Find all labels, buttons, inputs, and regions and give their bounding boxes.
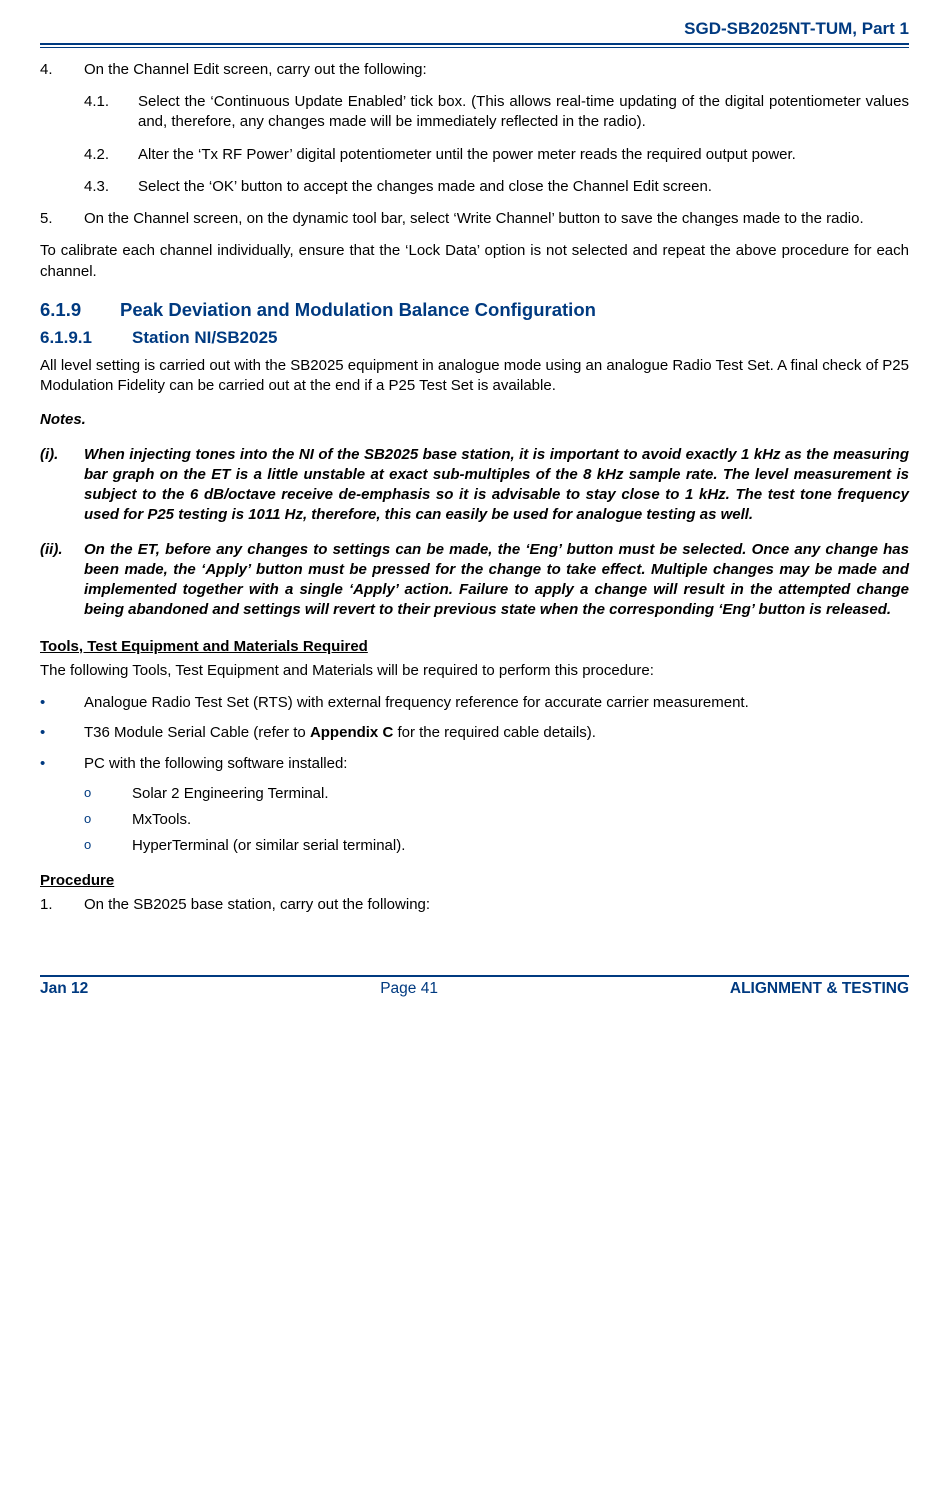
note-num: (i). <box>40 445 84 526</box>
list-num: 5. <box>40 209 84 229</box>
sub-list-item: 4.3. Select the ‘OK’ button to accept th… <box>84 177 909 197</box>
list-body: Alter the ‘Tx RF Power’ digital potentio… <box>138 145 909 165</box>
procedure-heading: Procedure <box>40 871 909 891</box>
bullet-bold: Appendix C <box>310 724 393 741</box>
circle-icon: o <box>84 810 132 830</box>
list-item: 1. On the SB2025 base station, carry out… <box>40 895 909 915</box>
list-item: 4. On the Channel Edit screen, carry out… <box>40 60 909 80</box>
list-body: On the SB2025 base station, carry out th… <box>84 895 909 915</box>
bullet-body: T36 Module Serial Cable (refer to Append… <box>84 723 909 743</box>
sub-bullet-body: HyperTerminal (or similar serial termina… <box>132 836 909 856</box>
sub-list-item: 4.1. Select the ‘Continuous Update Enabl… <box>84 92 909 133</box>
heading-num: 6.1.9.1 <box>40 327 132 350</box>
circle-icon: o <box>84 784 132 804</box>
sub-bullet-item: o Solar 2 Engineering Terminal. <box>84 784 909 804</box>
list-item: 5. On the Channel screen, on the dynamic… <box>40 209 909 229</box>
bullet-post: for the required cable details). <box>393 724 596 741</box>
bullet-icon: • <box>40 693 84 713</box>
tools-heading: Tools, Test Equipment and Materials Requ… <box>40 637 909 657</box>
bullet-item: • T36 Module Serial Cable (refer to Appe… <box>40 723 909 743</box>
heading-title: Peak Deviation and Modulation Balance Co… <box>120 299 596 320</box>
sub-list-item: 4.2. Alter the ‘Tx RF Power’ digital pot… <box>84 145 909 165</box>
list-num: 4.1. <box>84 92 138 133</box>
footer-rule <box>40 975 909 977</box>
list-body: On the Channel screen, on the dynamic to… <box>84 209 909 229</box>
bullet-pre: T36 Module Serial Cable (refer to <box>84 724 310 741</box>
note-body: When injecting tones into the NI of the … <box>84 445 909 526</box>
bullet-body: Analogue Radio Test Set (RTS) with exter… <box>84 693 909 713</box>
bullet-icon: • <box>40 723 84 743</box>
sub-bullet-body: Solar 2 Engineering Terminal. <box>132 784 909 804</box>
page: SGD-SB2025NT-TUM, Part 1 4. On the Chann… <box>0 0 949 1020</box>
footer-date: Jan 12 <box>40 979 88 1000</box>
note-item: (i). When injecting tones into the NI of… <box>40 445 909 526</box>
bullet-icon: • <box>40 754 84 774</box>
bullet-item: • Analogue Radio Test Set (RTS) with ext… <box>40 693 909 713</box>
sub-bullet-body: MxTools. <box>132 810 909 830</box>
list-body: Select the ‘Continuous Update Enabled’ t… <box>138 92 909 133</box>
footer-page: Page 41 <box>88 979 730 1000</box>
footer: Jan 12 Page 41 ALIGNMENT & TESTING <box>40 979 909 1010</box>
bullet-body: PC with the following software installed… <box>84 754 909 774</box>
paragraph: The following Tools, Test Equipment and … <box>40 661 909 681</box>
paragraph: All level setting is carried out with th… <box>40 356 909 397</box>
heading-6-1-9: 6.1.9Peak Deviation and Modulation Balan… <box>40 298 909 323</box>
note-item: (ii). On the ET, before any changes to s… <box>40 540 909 621</box>
list-body: On the Channel Edit screen, carry out th… <box>84 60 909 80</box>
note-num: (ii). <box>40 540 84 621</box>
heading-6-1-9-1: 6.1.9.1Station NI/SB2025 <box>40 327 909 350</box>
note-body: On the ET, before any changes to setting… <box>84 540 909 621</box>
paragraph: To calibrate each channel individually, … <box>40 241 909 282</box>
list-num: 1. <box>40 895 84 915</box>
sub-bullet-item: o HyperTerminal (or similar serial termi… <box>84 836 909 856</box>
sub-bullet-item: o MxTools. <box>84 810 909 830</box>
notes-heading: Notes. <box>40 410 909 430</box>
bullet-item: • PC with the following software install… <box>40 754 909 774</box>
list-body: Select the ‘OK’ button to accept the cha… <box>138 177 909 197</box>
heading-title: Station NI/SB2025 <box>132 328 278 347</box>
heading-num: 6.1.9 <box>40 298 120 323</box>
header-rule <box>40 43 909 48</box>
footer-section: ALIGNMENT & TESTING <box>730 979 909 1000</box>
header-doc-id: SGD-SB2025NT-TUM, Part 1 <box>40 18 909 41</box>
list-num: 4.3. <box>84 177 138 197</box>
list-num: 4.2. <box>84 145 138 165</box>
circle-icon: o <box>84 836 132 856</box>
list-num: 4. <box>40 60 84 80</box>
